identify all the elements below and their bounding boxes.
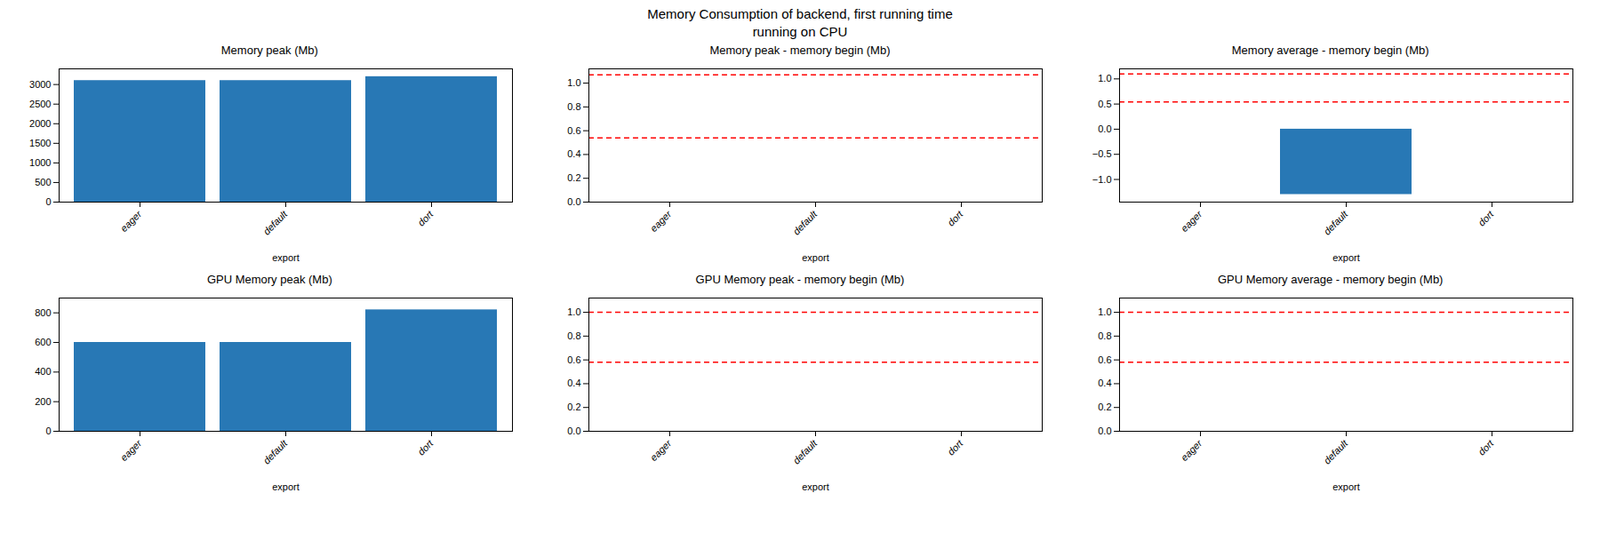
svg-text:0.2: 0.2 (568, 401, 582, 413)
svg-text:default: default (791, 437, 821, 467)
svg-text:eager: eager (118, 437, 144, 464)
svg-text:default: default (1321, 437, 1352, 467)
svg-text:0.2: 0.2 (568, 172, 582, 184)
svg-text:eager: eager (1178, 437, 1205, 464)
svg-text:export: export (272, 481, 300, 493)
svg-text:500: 500 (34, 176, 51, 188)
html-text:Memory Consumption of backend,: Memory Consumption of backend, first run… (647, 6, 953, 39)
svg-text:default: default (1321, 208, 1352, 238)
svg-text:2000: 2000 (29, 118, 51, 129)
svg-text:0.4: 0.4 (568, 148, 582, 160)
svg-text:1.0: 1.0 (568, 77, 582, 88)
svg-text:default: default (260, 437, 290, 467)
svg-text:0.8: 0.8 (568, 101, 582, 112)
html-text:Memory peak - memory begin (Mb: Memory peak - memory begin (Mb) (709, 43, 891, 57)
svg-text:0: 0 (45, 196, 51, 208)
svg-text:1000: 1000 (29, 157, 51, 168)
svg-text:1.0: 1.0 (1097, 306, 1112, 318)
svg-text:eager: eager (1178, 208, 1205, 234)
svg-text:export: export (802, 481, 831, 493)
svg-text:2500: 2500 (29, 98, 51, 110)
svg-text:0.4: 0.4 (1097, 377, 1112, 389)
svg-text:−1.0: −1.0 (1092, 174, 1112, 185)
svg-text:export: export (1332, 481, 1360, 493)
svg-text:0.0: 0.0 (1097, 123, 1112, 135)
svg-text:dort: dort (1476, 437, 1497, 458)
svg-text:default: default (260, 208, 290, 238)
svg-text:eager: eager (648, 208, 675, 234)
svg-text:export: export (272, 252, 300, 264)
svg-text:200: 200 (34, 396, 51, 408)
svg-text:0.2: 0.2 (1097, 401, 1112, 413)
html-text:GPU Memory peak - memory begin: GPU Memory peak - memory begin (Mb) (695, 272, 905, 287)
svg-text:0.0: 0.0 (568, 196, 582, 208)
svg-text:export: export (1332, 252, 1360, 264)
svg-text:dort: dort (415, 437, 436, 458)
html-text:Memory average - memory begin: Memory average - memory begin (Mb) (1231, 43, 1429, 57)
svg-text:600: 600 (34, 336, 51, 348)
html-text:Memory peak (Mb): Memory peak (Mb) (221, 43, 319, 57)
html-text:GPU Memory peak (Mb): GPU Memory peak (Mb) (207, 272, 333, 287)
svg-text:1500: 1500 (29, 137, 51, 149)
svg-text:dort: dort (415, 208, 436, 229)
svg-text:0.4: 0.4 (568, 377, 582, 389)
svg-text:0.6: 0.6 (568, 125, 582, 136)
svg-text:−0.5: −0.5 (1092, 148, 1112, 160)
svg-text:1.0: 1.0 (1097, 72, 1112, 84)
svg-text:0.8: 0.8 (568, 330, 582, 342)
svg-text:dort: dort (1476, 208, 1497, 229)
svg-text:default: default (791, 208, 821, 238)
svg-text:dort: dort (945, 437, 967, 458)
svg-text:dort: dort (945, 208, 967, 229)
svg-text:0.8: 0.8 (1097, 330, 1112, 342)
svg-text:0.0: 0.0 (568, 425, 582, 437)
svg-text:export: export (802, 252, 831, 264)
svg-text:eager: eager (118, 208, 144, 234)
svg-text:eager: eager (648, 437, 675, 464)
svg-text:0.6: 0.6 (568, 354, 582, 366)
svg-text:0.0: 0.0 (1097, 425, 1112, 437)
svg-text:0.5: 0.5 (1097, 98, 1112, 110)
svg-text:0: 0 (45, 425, 51, 437)
svg-text:1.0: 1.0 (568, 306, 582, 318)
svg-text:400: 400 (34, 366, 51, 377)
html-text:GPU Memory average - memory be: GPU Memory average - memory begin (Mb) (1217, 272, 1444, 287)
svg-text:0.6: 0.6 (1097, 354, 1112, 366)
svg-text:800: 800 (34, 307, 51, 319)
svg-text:3000: 3000 (29, 79, 51, 90)
